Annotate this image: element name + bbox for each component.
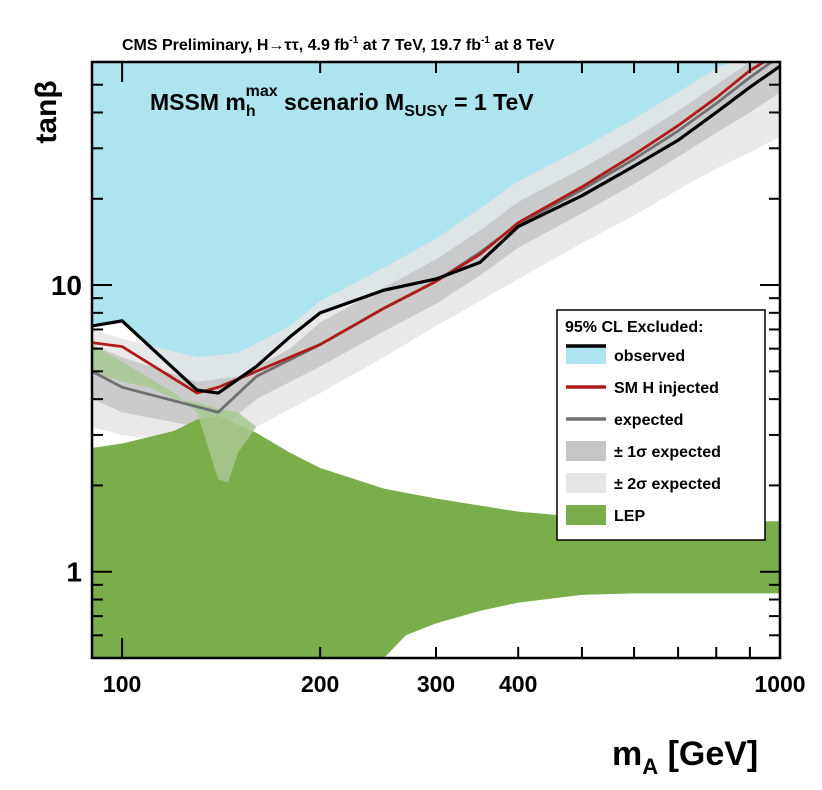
legend-entry-sigma2: ± 2σ expected <box>566 473 721 493</box>
band-1-expected <box>92 62 780 431</box>
x-axis-label: mA [GeV] <box>612 735 758 779</box>
axis-ticks <box>91 61 781 659</box>
legend-label: SM H injected <box>614 380 719 397</box>
legend-entry-excluded: observed <box>566 344 685 365</box>
legend-label: ± 2σ expected <box>614 476 721 493</box>
legend-label: ± 1σ expected <box>614 444 721 461</box>
line-observed <box>92 64 780 395</box>
legend-entry-expected: expected <box>566 412 683 429</box>
legend-label: expected <box>614 412 683 429</box>
legend-entry-injected: SM H injected <box>566 380 719 397</box>
legend-swatch <box>566 346 606 364</box>
y-tick-label: 10 <box>51 270 82 301</box>
y-axis-label: tanβ <box>30 80 63 143</box>
legend-title: 95% CL Excluded: <box>565 319 703 336</box>
scenario-label: MSSM mhmax scenario MSUSY = 1 TeV <box>150 83 534 120</box>
legend-label: observed <box>614 348 685 365</box>
legend-label: LEP <box>614 508 645 525</box>
tick-labels: 100 200 300 400 1000 1 10 <box>51 270 806 697</box>
line-expected <box>92 62 774 414</box>
band-lep-overlay <box>92 344 257 483</box>
x-tick-label: 200 <box>301 671 339 697</box>
chart-header: CMS Preliminary, H→ττ, 4.9 fb-1 at 7 TeV… <box>122 35 555 54</box>
x-tick-label: 400 <box>499 671 537 697</box>
legend-swatch <box>566 441 606 461</box>
legend-entry-sigma1: ± 1σ expected <box>566 441 721 461</box>
band-lep <box>92 415 780 658</box>
legend: 95% CL Excluded: observed SM H injected ex… <box>556 309 766 541</box>
y-tick-label: 1 <box>66 557 82 588</box>
x-tick-label: 1000 <box>754 671 805 697</box>
legend-swatch <box>566 505 606 525</box>
x-tick-label: 300 <box>417 671 455 697</box>
x-tick-label: 100 <box>103 671 141 697</box>
legend-entry-lep: LEP <box>566 505 645 525</box>
legend-swatch <box>566 473 606 493</box>
